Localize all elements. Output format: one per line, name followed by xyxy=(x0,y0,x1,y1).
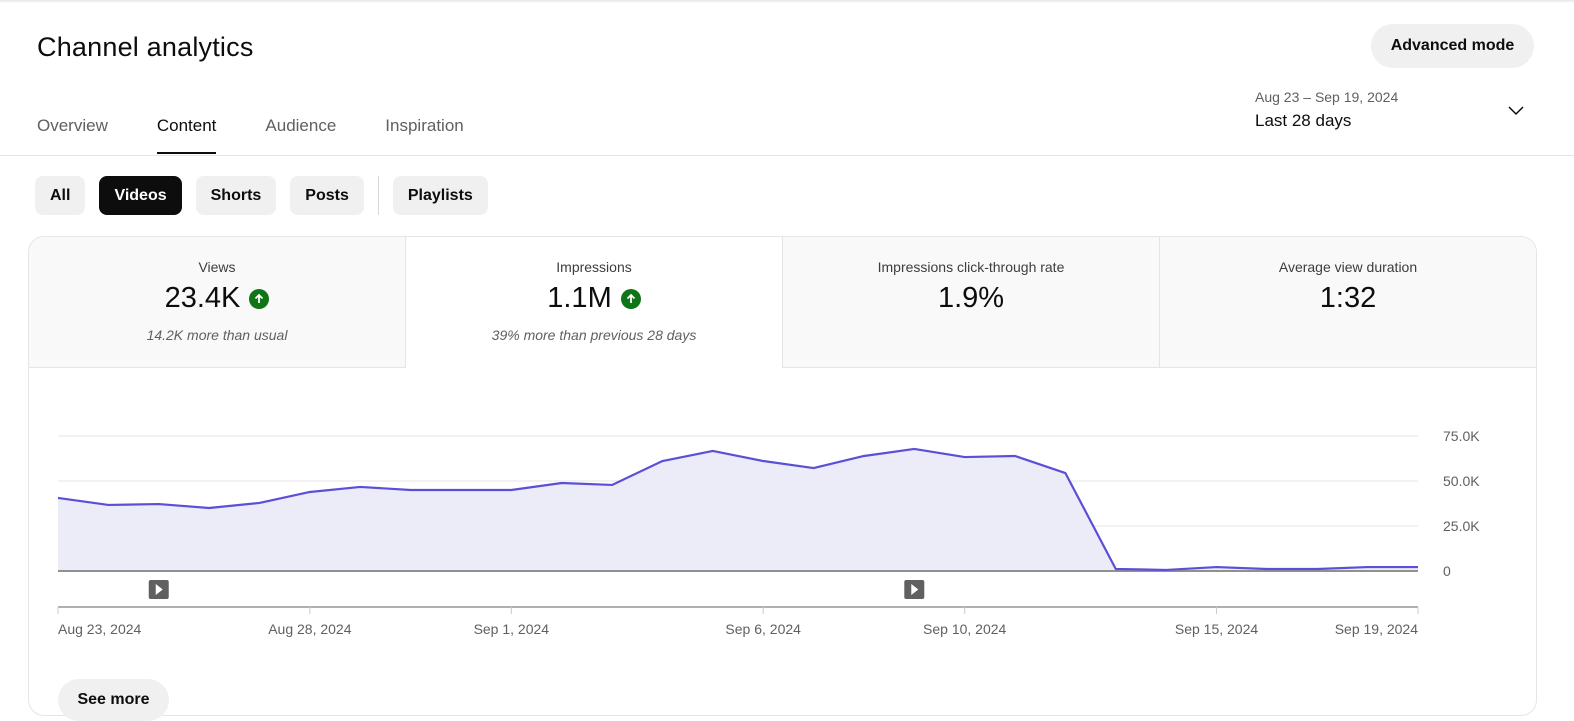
x-tick-label: Aug 23, 2024 xyxy=(58,621,142,637)
see-more-button[interactable]: See more xyxy=(58,679,169,721)
x-tick-label: Sep 6, 2024 xyxy=(725,621,801,637)
y-tick-label: 75.0K xyxy=(1443,428,1480,444)
y-tick-label: 25.0K xyxy=(1443,518,1480,534)
x-tick-label: Sep 1, 2024 xyxy=(474,621,550,637)
y-tick-label: 50.0K xyxy=(1443,473,1480,489)
chart-area xyxy=(58,449,1418,571)
x-tick-label: Sep 10, 2024 xyxy=(923,621,1007,637)
y-tick-label: 0 xyxy=(1443,563,1451,579)
x-tick-label: Sep 15, 2024 xyxy=(1175,621,1259,637)
x-tick-label: Aug 28, 2024 xyxy=(268,621,352,637)
x-tick-label: Sep 19, 2024 xyxy=(1335,621,1419,637)
